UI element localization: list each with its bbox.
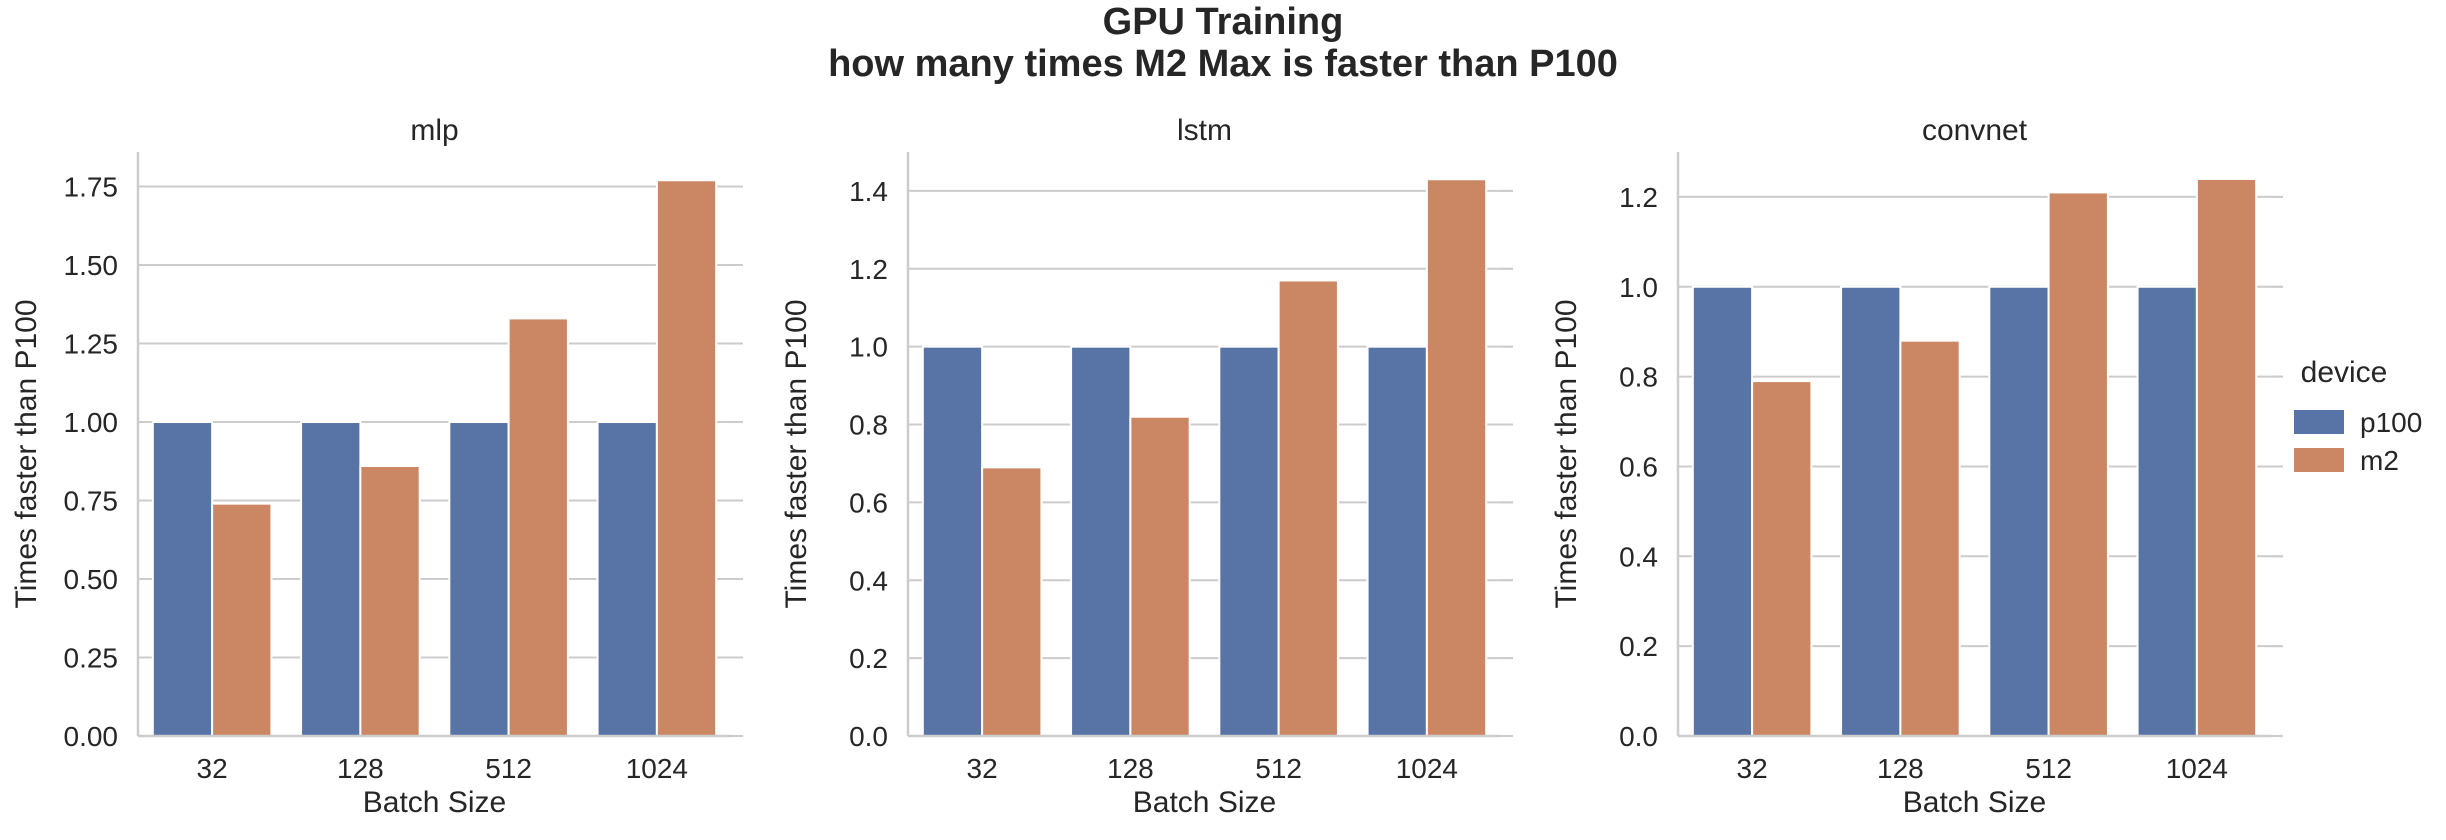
chart-panel-convnet: convnet 0.0 0.2 0.4 0.6 0.8 1.0 1.2 32 128 512 1024… — [1550, 114, 2283, 819]
y-tick-label: 0.0 — [1619, 721, 1658, 752]
legend: device p100 m2 — [2294, 356, 2422, 476]
x-tick-label: 32 — [1737, 753, 1768, 784]
bar-m2-128 — [1129, 415, 1191, 737]
bar-m2-32 — [211, 502, 273, 737]
legend-swatch-p100 — [2294, 410, 2344, 434]
bar-m2-1024 — [655, 179, 718, 738]
bar-m2-1024 — [2195, 177, 2258, 737]
x-tick-label: 1024 — [626, 753, 688, 784]
panel-title: mlp — [410, 114, 458, 147]
legend-title: device — [2301, 356, 2388, 389]
x-tick-label: 1024 — [2166, 753, 2228, 784]
bar-p100-32 — [1691, 285, 1754, 737]
bar-p100-1024 — [1366, 345, 1428, 737]
y-tick-label: 0.6 — [849, 487, 888, 518]
y-tick-label: 1.0 — [1619, 272, 1658, 303]
bar-p100-128 — [1070, 345, 1132, 737]
y-tick-label: 0.6 — [1619, 451, 1658, 482]
bar-m2-1024 — [1425, 178, 1488, 737]
y-tick-label: 1.2 — [1619, 182, 1658, 213]
bar-m2-512 — [1277, 279, 1339, 737]
y-tick-label: 1.25 — [64, 329, 119, 360]
x-tick-label: 128 — [1107, 753, 1154, 784]
y-tick-label: 0.75 — [64, 486, 119, 517]
legend-entries: p100 m2 — [2294, 407, 2422, 476]
y-tick-label: 0.4 — [1619, 541, 1658, 572]
x-tick-label: 1024 — [1396, 753, 1458, 784]
bar-p100-128 — [300, 421, 362, 737]
bar-m2-128 — [1899, 339, 1961, 737]
y-tick-label: 1.75 — [64, 172, 119, 203]
x-tick-label: 512 — [485, 753, 532, 784]
bar-p100-512 — [1988, 285, 2050, 737]
bar-p100-1024 — [596, 421, 658, 737]
chart-panel-mlp: mlp 0.00 0.25 0.50 0.75 1.00 1.25 1.50 1.75 32 128… — [10, 114, 743, 819]
x-tick-label: 32 — [967, 753, 998, 784]
y-tick-label: 0.50 — [64, 564, 119, 595]
bar-p100-32 — [921, 345, 984, 737]
bar-p100-512 — [448, 421, 510, 737]
y-axis-label: Times faster than P100 — [10, 299, 43, 608]
y-tick-label: 0.00 — [64, 721, 119, 752]
y-tick-label: 1.2 — [849, 254, 888, 285]
legend-swatch-m2 — [2294, 448, 2344, 472]
bar-p100-128 — [1840, 285, 1902, 737]
x-tick-label: 128 — [1877, 753, 1924, 784]
x-axis-label: Batch Size — [1903, 786, 2046, 819]
x-tick-label: 512 — [1255, 753, 1302, 784]
chart-panel-lstm: lstm 0.0 0.2 0.4 0.6 0.8 1.0 1.2 1.4 32 128 512 1024… — [780, 114, 1513, 819]
bar-m2-32 — [1751, 380, 1813, 737]
y-tick-label: 1.50 — [64, 250, 119, 281]
y-tick-label: 0.4 — [849, 565, 888, 596]
bar-m2-512 — [507, 317, 569, 737]
bar-p100-512 — [1218, 345, 1280, 737]
figure-title-line-2: how many times M2 Max is faster than P10… — [828, 43, 1618, 85]
legend-label-p100: p100 — [2360, 407, 2422, 438]
panel-title: lstm — [1177, 114, 1232, 147]
y-tick-label: 0.8 — [849, 410, 888, 441]
bar-p100-32 — [151, 421, 214, 737]
y-tick-label: 0.2 — [849, 643, 888, 674]
y-tick-label: 0.0 — [849, 721, 888, 752]
x-tick-label: 512 — [2025, 753, 2072, 784]
panel-title: convnet — [1922, 114, 2028, 147]
y-axis-label: Times faster than P100 — [1550, 299, 1583, 608]
x-axis-label: Batch Size — [363, 786, 506, 819]
y-tick-label: 1.4 — [849, 176, 888, 207]
legend-label-m2: m2 — [2360, 445, 2399, 476]
x-axis-label: Batch Size — [1133, 786, 1276, 819]
chart-panels: mlp 0.00 0.25 0.50 0.75 1.00 1.25 1.50 1.75 32 128… — [10, 114, 2283, 819]
y-tick-label: 1.0 — [849, 332, 888, 363]
bar-m2-512 — [2047, 191, 2109, 737]
bar-m2-128 — [359, 464, 421, 737]
y-tick-label: 0.8 — [1619, 362, 1658, 393]
x-tick-label: 128 — [337, 753, 384, 784]
bar-m2-32 — [981, 466, 1043, 737]
x-tick-label: 32 — [197, 753, 228, 784]
bar-p100-1024 — [2136, 285, 2198, 737]
figure-title-line-1: GPU Training — [1103, 1, 1344, 43]
y-axis-label: Times faster than P100 — [780, 299, 813, 608]
y-tick-label: 1.00 — [64, 407, 119, 438]
y-tick-label: 0.25 — [64, 643, 119, 674]
y-tick-label: 0.2 — [1619, 631, 1658, 662]
